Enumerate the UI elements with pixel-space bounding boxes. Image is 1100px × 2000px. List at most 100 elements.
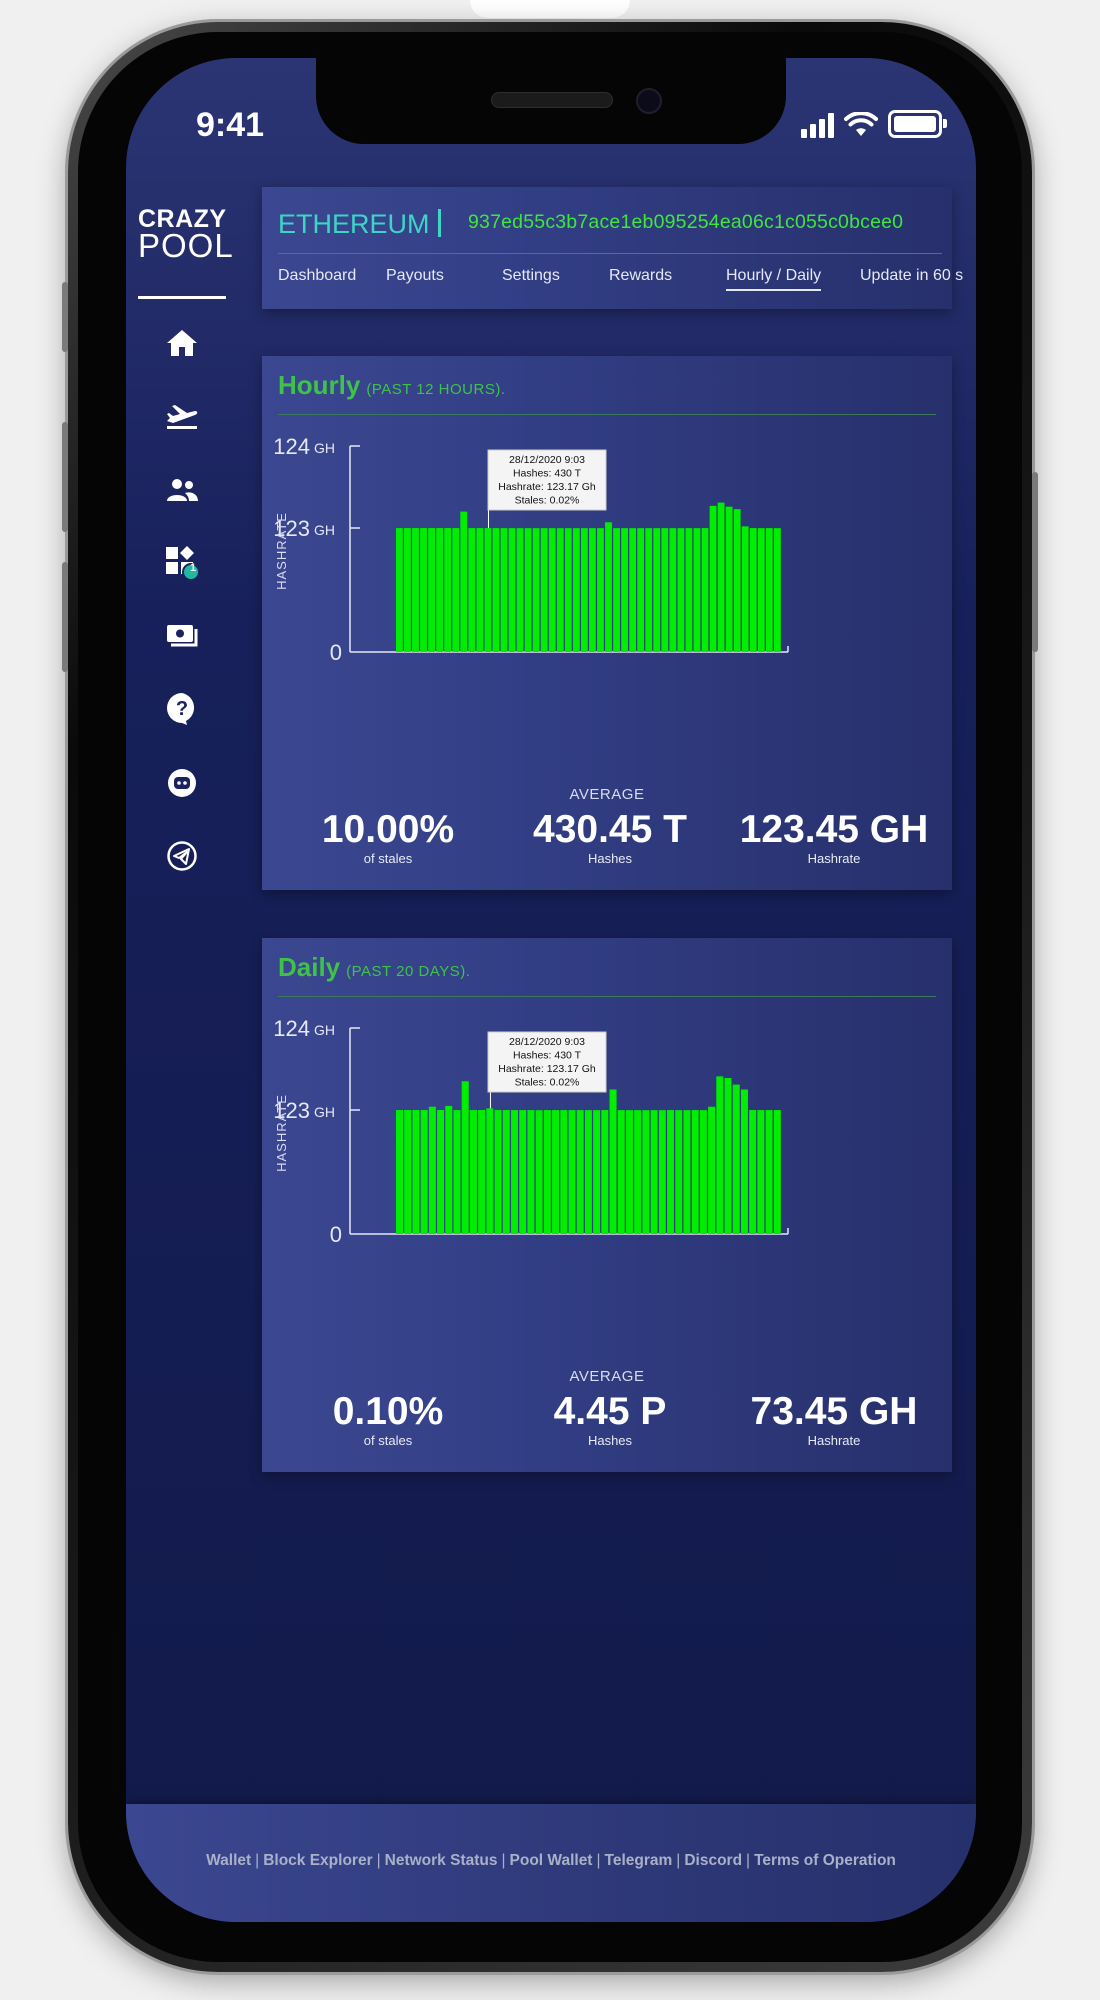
hourly-bar — [556, 528, 564, 652]
hourly-bar — [741, 526, 749, 652]
hourly-bar — [677, 528, 685, 652]
footer-separator: | — [255, 1852, 260, 1869]
footer-link-block-explorer[interactable]: Block Explorer — [263, 1852, 373, 1869]
hourly-tooltip — [487, 449, 607, 511]
daily-y-tick-unit: GH — [314, 1022, 335, 1038]
daily-bar — [675, 1110, 683, 1234]
hourly-bar — [597, 528, 604, 652]
tab-settings[interactable]: Settings — [502, 267, 560, 284]
daily-bar — [658, 1110, 666, 1234]
daily-bar — [593, 1110, 601, 1234]
tab-payouts[interactable]: Payouts — [386, 267, 444, 284]
daily-bar — [510, 1110, 518, 1234]
hourly-bar — [524, 528, 532, 652]
footer-separator: | — [676, 1852, 681, 1869]
hourly-title-text: Hourly — [278, 370, 361, 400]
hourly-bar — [661, 528, 669, 652]
sidebar-item-help[interactable]: ? — [162, 689, 202, 729]
sidebar-item-telegram[interactable] — [162, 836, 202, 876]
daily-stales-label: of stales — [363, 1433, 413, 1448]
daily-bar — [568, 1110, 576, 1234]
sidebar-item-widgets[interactable]: 1 — [162, 543, 202, 583]
daily-bar — [634, 1110, 642, 1234]
hourly-bar — [468, 528, 476, 652]
hourly-bar — [757, 528, 765, 652]
sidebar-item-payouts[interactable] — [162, 396, 202, 436]
coin-cursor — [437, 209, 441, 237]
daily-bar — [552, 1110, 560, 1234]
hourly-bar — [685, 528, 693, 652]
hourly-bar — [669, 528, 677, 652]
footer-link-telegram[interactable]: Telegram — [604, 1852, 673, 1869]
daily-average-label: AVERAGE — [569, 1368, 645, 1385]
hourly-y-tick-label: 123 — [273, 516, 310, 541]
daily-bar — [469, 1110, 477, 1234]
tab-hourly-daily[interactable]: Hourly / Daily — [726, 267, 822, 291]
hourly-bar — [613, 528, 620, 652]
daily-bar — [699, 1110, 707, 1234]
tab-dashboard[interactable]: Dashboard — [278, 267, 357, 284]
help-icon: ? — [167, 693, 195, 725]
hourly-bar — [396, 528, 403, 652]
hourly-bar — [749, 528, 757, 652]
hourly-bar — [765, 528, 773, 652]
background-shape — [470, 0, 630, 18]
hourly-bar — [717, 502, 725, 652]
hourly-y-tick-label: 0 — [330, 640, 342, 665]
hourly-bar — [548, 528, 556, 652]
footer: Wallet | Block Explorer | Network Status | Poo… — [126, 1804, 976, 1922]
status-time: 9:41 — [196, 106, 265, 144]
daily-y-tick-label: 0 — [330, 1222, 342, 1247]
footer-link-network-status[interactable]: Network Status — [384, 1852, 498, 1869]
hourly-bar — [725, 506, 733, 652]
hourly-stat-hashes: 430.45 T Hashes — [500, 808, 720, 866]
hourly-bar — [508, 528, 516, 652]
daily-bar — [617, 1110, 625, 1234]
footer-link-discord[interactable]: Discord — [684, 1852, 743, 1869]
daily-bar — [502, 1110, 510, 1234]
tab-rewards[interactable]: Rewards — [609, 267, 673, 284]
hourly-tooltip-line: Stales: 0.02% — [515, 495, 580, 507]
widgets-icon — [166, 546, 200, 581]
hourly-tooltip-line: Hashrate: 123.17 Gh — [498, 481, 596, 493]
home-icon — [167, 330, 197, 356]
footer-separator: | — [596, 1852, 601, 1869]
hourly-bar — [605, 522, 612, 652]
daily-bar — [453, 1110, 461, 1234]
wallet-address: 937ed55c3b7ace1eb095254ea06c1c055c0bcee0 — [468, 211, 904, 233]
daily-tooltip-line: Stales: 0.02% — [515, 1077, 580, 1089]
daily-bar — [527, 1110, 535, 1234]
daily-bar — [601, 1110, 609, 1234]
logo[interactable]: CRAZY POOL — [138, 207, 233, 262]
footer-link-wallet[interactable]: Wallet — [206, 1852, 252, 1869]
sidebar-item-home[interactable] — [162, 323, 202, 363]
group-icon — [167, 479, 198, 501]
hourly-bar — [580, 528, 588, 652]
footer-link-pool-wallet[interactable]: Pool Wallet — [509, 1852, 593, 1869]
logo-divider — [138, 296, 226, 299]
daily-stat-stales: 0.10% of stales — [278, 1390, 498, 1448]
sidebar-item-workers[interactable] — [162, 470, 202, 510]
daily-bar — [478, 1110, 486, 1234]
hourly-bar — [532, 528, 540, 652]
daily-bar — [437, 1110, 445, 1234]
daily-bar — [494, 1110, 502, 1234]
daily-stat-hashrate: 73.45 GH Hashrate — [724, 1390, 944, 1448]
sidebar-item-discord[interactable] — [162, 763, 202, 803]
hourly-bar — [629, 528, 637, 652]
hourly-bar — [637, 528, 645, 652]
hourly-bar — [572, 528, 580, 652]
hourly-bar — [564, 528, 572, 652]
footer-link-terms-of-operation[interactable]: Terms of Operation — [754, 1852, 896, 1869]
footer-separator: | — [501, 1852, 506, 1869]
daily-bar — [757, 1110, 765, 1234]
sidebar-item-rewards[interactable] — [162, 616, 202, 656]
daily-bar — [765, 1110, 773, 1234]
daily-hashes-label: Hashes — [587, 1433, 633, 1448]
notch — [316, 58, 786, 144]
daily-bar — [732, 1084, 740, 1234]
hourly-y-axis-label: HASHRATE — [274, 512, 289, 590]
hourly-stales-label: of stales — [363, 851, 413, 866]
